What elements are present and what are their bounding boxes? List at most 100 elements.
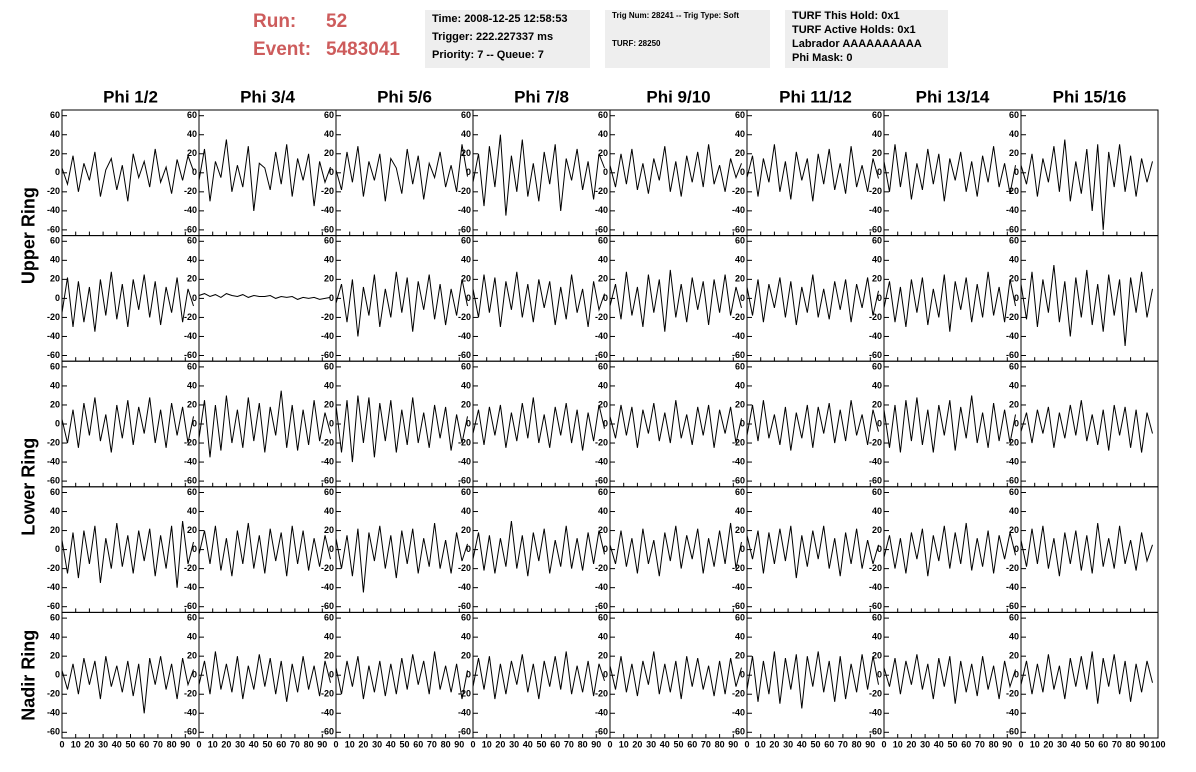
y-tick-label: -60 <box>184 601 197 611</box>
y-tick-label: 40 <box>735 255 745 265</box>
x-tick-label: 50 <box>810 739 820 749</box>
y-tick-label: -20 <box>47 563 60 573</box>
y-tick-label: 0 <box>877 670 882 680</box>
y-tick-label: -20 <box>595 186 608 196</box>
y-tick-label: 60 <box>872 361 882 371</box>
waveform <box>472 397 605 451</box>
x-tick-label: 0 <box>333 739 338 749</box>
y-tick-label: -40 <box>869 205 882 215</box>
x-tick-label: 70 <box>153 739 163 749</box>
y-tick-label: 40 <box>872 129 882 139</box>
x-tick-label: 90 <box>454 739 464 749</box>
y-tick-label: -40 <box>869 456 882 466</box>
y-tick-label: 60 <box>50 487 60 497</box>
y-tick-label: -40 <box>595 205 608 215</box>
waveform <box>1020 400 1153 453</box>
y-tick-label: -20 <box>869 312 882 322</box>
x-tick-label: 20 <box>632 739 642 749</box>
x-tick-label: 70 <box>975 739 985 749</box>
y-tick-label: -20 <box>732 563 745 573</box>
info-box <box>605 10 770 68</box>
y-tick-label: -20 <box>732 437 745 447</box>
y-tick-label: -40 <box>595 456 608 466</box>
y-tick-label: -60 <box>595 727 608 737</box>
x-tick-label: 10 <box>756 739 766 749</box>
y-tick-label: -60 <box>321 727 334 737</box>
y-tick-label: 0 <box>603 670 608 680</box>
y-tick-label: -20 <box>458 563 471 573</box>
y-tick-label: 60 <box>50 110 60 120</box>
y-tick-label: 60 <box>872 487 882 497</box>
y-tick-label: -20 <box>321 689 334 699</box>
y-tick-label: 60 <box>324 361 334 371</box>
y-tick-label: 20 <box>50 274 60 284</box>
panel-frame <box>61 611 200 739</box>
y-tick-label: -60 <box>321 475 334 485</box>
waveform <box>609 522 742 577</box>
waveform <box>883 522 1016 577</box>
x-tick-label: 30 <box>646 739 656 749</box>
y-tick-label: 20 <box>50 148 60 158</box>
y-tick-label: 20 <box>1009 148 1019 158</box>
y-tick-label: -60 <box>47 224 60 234</box>
y-tick-label: 20 <box>735 399 745 409</box>
y-tick-label: 0 <box>329 544 334 554</box>
y-tick-label: 40 <box>735 632 745 642</box>
panel-frame <box>335 235 474 362</box>
y-tick-label: -60 <box>458 475 471 485</box>
y-tick-label: -60 <box>47 727 60 737</box>
y-tick-label: 20 <box>187 148 197 158</box>
y-tick-label: -60 <box>869 727 882 737</box>
y-tick-label: -40 <box>184 582 197 592</box>
y-tick-label: -20 <box>595 689 608 699</box>
y-tick-label: 0 <box>740 293 745 303</box>
y-tick-label: 60 <box>1009 612 1019 622</box>
y-tick-label: -40 <box>595 331 608 341</box>
column-title: Phi 3/4 <box>240 87 295 106</box>
y-tick-label: 40 <box>324 632 334 642</box>
run-label: Run: <box>253 11 296 32</box>
y-tick-label: 60 <box>461 361 471 371</box>
y-tick-label: 20 <box>324 651 334 661</box>
y-tick-label: -40 <box>47 582 60 592</box>
y-tick-label: 0 <box>603 167 608 177</box>
info-box <box>785 10 948 68</box>
y-tick-label: 40 <box>461 632 471 642</box>
y-tick-label: -40 <box>458 205 471 215</box>
x-tick-label: 80 <box>578 739 588 749</box>
y-tick-label: -20 <box>47 312 60 322</box>
y-tick-label: 0 <box>877 293 882 303</box>
panel-frame <box>609 611 748 739</box>
y-tick-label: -40 <box>595 708 608 718</box>
info-text: Time: 2008-12-25 12:58:53 <box>432 13 568 25</box>
waveform <box>335 144 468 202</box>
y-tick-label: 40 <box>187 380 197 390</box>
y-tick-label: -20 <box>184 312 197 322</box>
info-box <box>425 10 590 68</box>
y-tick-label: 60 <box>187 236 197 246</box>
y-tick-label: 0 <box>466 544 471 554</box>
y-tick-label: -20 <box>184 689 197 699</box>
y-tick-label: -60 <box>321 350 334 360</box>
x-tick-label: 30 <box>920 739 930 749</box>
waveform <box>1020 139 1153 230</box>
waveform <box>335 395 468 463</box>
info-text: Trigger: 222.227337 ms <box>432 31 553 43</box>
waveform <box>883 654 1016 704</box>
x-tick-label: 10 <box>71 739 81 749</box>
info-text: Trig Num: 28241 -- Trig Type: Soft <box>612 11 739 20</box>
waveform <box>883 144 1016 202</box>
x-tick-label: 50 <box>673 739 683 749</box>
y-tick-label: 0 <box>192 293 197 303</box>
panel-frame <box>1020 486 1159 613</box>
info-text: TURF This Hold: 0x1 <box>792 10 900 22</box>
y-tick-label: -40 <box>1006 582 1019 592</box>
x-tick-label: 70 <box>1112 739 1122 749</box>
x-tick-label: 50 <box>125 739 135 749</box>
column-title: Phi 7/8 <box>514 87 569 106</box>
y-tick-label: 60 <box>735 110 745 120</box>
panel-frame <box>61 235 200 362</box>
y-tick-label: 20 <box>324 274 334 284</box>
y-tick-label: 0 <box>1014 293 1019 303</box>
y-tick-label: 40 <box>1009 255 1019 265</box>
